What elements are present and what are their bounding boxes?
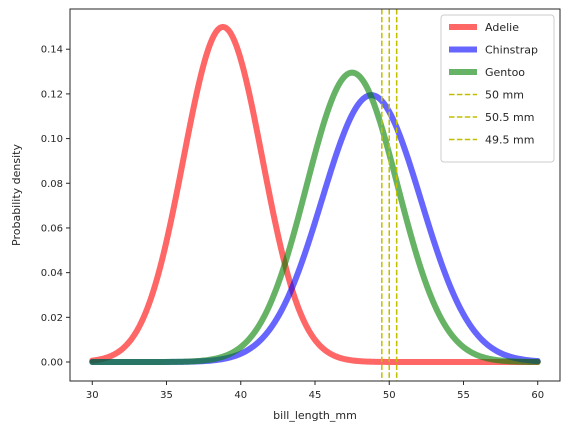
x-tick-label: 35: [160, 390, 173, 401]
y-tick-label: 0.00: [41, 358, 63, 369]
series-line-adelie: [89, 23, 541, 366]
y-tick-label: 0.14: [41, 45, 63, 56]
x-tick-label: 60: [531, 390, 544, 401]
y-axis-label: Probability density: [10, 144, 23, 246]
y-tick-label: 0.04: [41, 268, 63, 279]
y-tick-label: 0.02: [41, 313, 63, 324]
legend: Adelie Chinstrap Gentoo 50 mm 50.5 mm 49.5 mm: [440, 14, 555, 163]
y-tick-label: 0.06: [41, 223, 63, 234]
legend-label: 50.5 mm: [485, 111, 534, 124]
x-tick-label: 50: [383, 390, 396, 401]
legend-label: Gentoo: [485, 66, 525, 79]
x-tick-label: 45: [309, 390, 322, 401]
y-tick-label: 0.10: [41, 134, 63, 145]
y-tick-label: 0.08: [41, 179, 63, 190]
legend-label: Chinstrap: [485, 44, 538, 57]
curves-layer: [89, 23, 541, 366]
series-line-gentoo: [89, 69, 541, 366]
legend-label: 49.5 mm: [485, 134, 534, 147]
legend-label: 50 mm: [485, 89, 524, 102]
x-tick-label: 30: [86, 390, 99, 401]
y-tick-label: 0.12: [41, 89, 63, 100]
x-axis-label: bill_length_mm: [273, 409, 357, 422]
x-axis: 30 35 40 45 50 55 60: [86, 381, 544, 401]
x-tick-label: 40: [234, 390, 247, 401]
y-axis: 0.00 0.02 0.04 0.06 0.08 0.10 0.12 0.14: [41, 45, 70, 369]
vlines-layer: [381, 9, 398, 381]
legend-label: Adelie: [485, 21, 519, 34]
x-tick-label: 55: [457, 390, 470, 401]
